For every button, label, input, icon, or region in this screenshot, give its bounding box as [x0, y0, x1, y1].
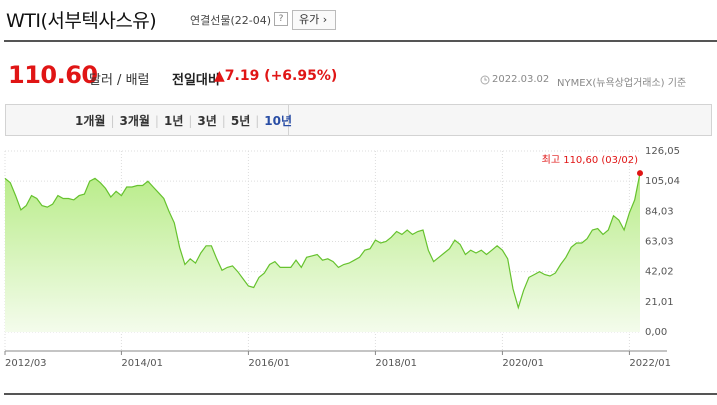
- high-marker: [637, 170, 643, 177]
- tab[interactable]: 1년: [163, 114, 184, 128]
- unit: 달러 / 배럴: [89, 73, 150, 88]
- annotation: 최고 110,60 (03/02): [542, 154, 638, 166]
- change: ▲7.19 (+6.95%): [214, 68, 338, 84]
- y-tick-label: 21,01: [645, 297, 674, 308]
- divider: [4, 40, 717, 42]
- tab[interactable]: 5년: [230, 114, 251, 128]
- x-tick-label: 2018/01: [375, 358, 417, 369]
- y-tick-label: 126,05: [645, 146, 680, 157]
- tab-separator: |: [221, 114, 226, 128]
- tab[interactable]: 10년: [264, 114, 293, 128]
- tab[interactable]: 1개월: [75, 114, 106, 128]
- tab-separator: |: [255, 114, 260, 128]
- area: [5, 173, 640, 332]
- price: 110.60: [8, 61, 98, 89]
- y-tick-label: 63,03: [645, 236, 674, 247]
- change-label: 전일대비: [172, 73, 220, 88]
- y-tick-label: 84,03: [645, 206, 674, 217]
- help-button[interactable]: ?: [274, 12, 288, 26]
- timestamp: 2022.03.02: [492, 74, 550, 85]
- tab-separator: |: [188, 114, 193, 128]
- tab[interactable]: 3개월: [119, 114, 150, 128]
- x-tick-label: 2020/01: [502, 358, 544, 369]
- x-tick-label: 2022/01: [629, 358, 671, 369]
- tab[interactable]: 3년: [197, 114, 217, 128]
- tab-bar: [5, 104, 712, 136]
- clock-icon: [480, 75, 490, 85]
- x-tick-label: 2012/03: [5, 358, 47, 369]
- y-tick-label: 105,04: [645, 176, 680, 187]
- title: WTI(서부텍사스유): [6, 10, 157, 32]
- x-tick-label: 2016/01: [248, 358, 290, 369]
- divider: [4, 393, 717, 395]
- tab-separator: |: [154, 114, 159, 128]
- y-tick-label: 42,02: [645, 267, 674, 278]
- x-tick-label: 2014/01: [121, 358, 163, 369]
- tab-separator: |: [110, 114, 115, 128]
- divider: [288, 104, 289, 136]
- category-label: 유가: [299, 13, 320, 26]
- category-button[interactable]: 유가 ›: [292, 10, 337, 30]
- tabs: 1개월 | 3개월 | 1년 | 3년 | 5년 | 10년: [70, 112, 297, 129]
- subtitle: 연결선물(22-04): [190, 14, 272, 27]
- y-tick-label: 0,00: [645, 327, 667, 338]
- source: NYMEX(뉴욕상업거래소) 기준: [557, 78, 687, 89]
- line: [4, 173, 641, 310]
